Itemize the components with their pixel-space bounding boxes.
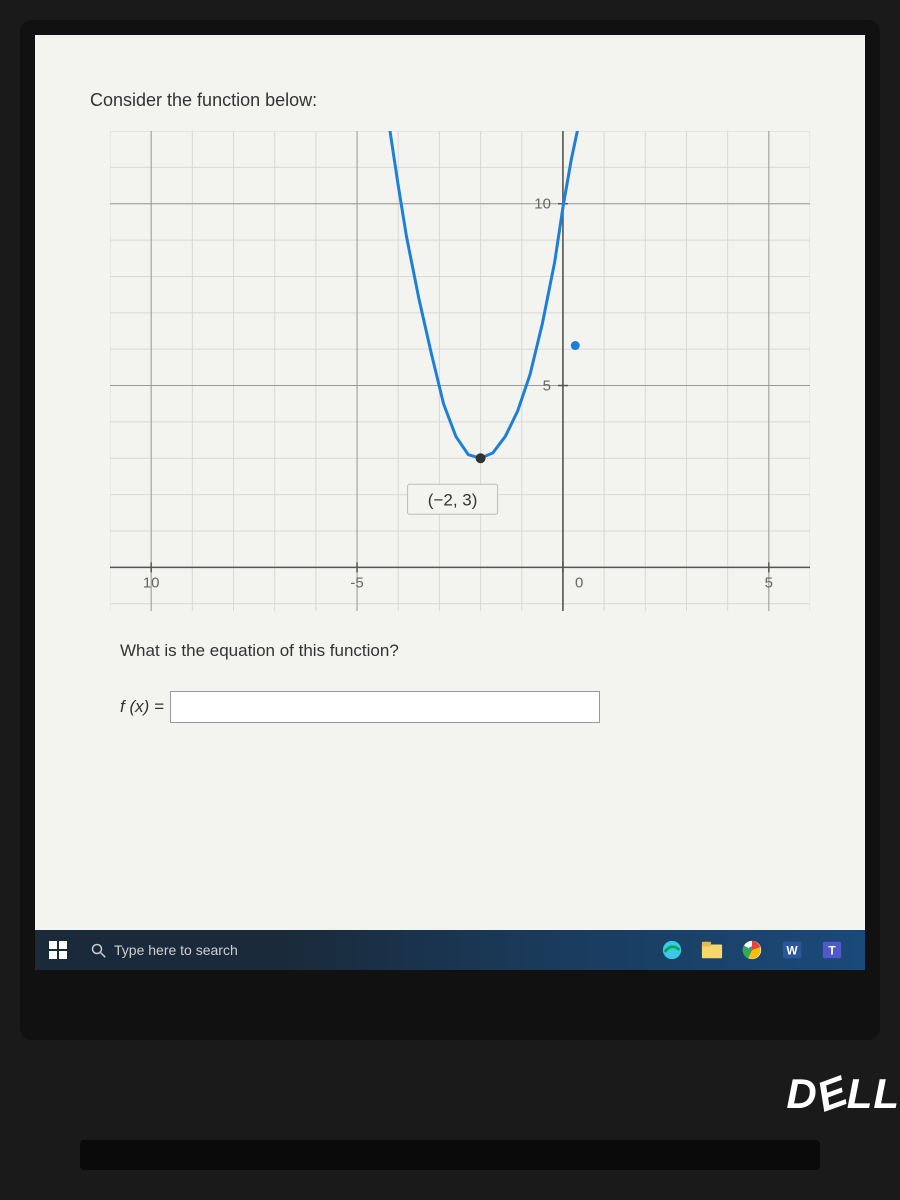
svg-text:-5: -5	[350, 574, 363, 591]
taskbar-icon-word[interactable]: W	[779, 937, 805, 963]
screen-area: Consider the function below: 10 -5 0 5 5 10 (−…	[35, 35, 865, 970]
taskbar: Type here to search W T	[35, 930, 865, 970]
svg-text:0: 0	[575, 574, 583, 591]
svg-text:T: T	[828, 944, 836, 958]
answer-row: f (x) =	[120, 691, 865, 723]
problem-title: Consider the function below:	[90, 90, 865, 111]
answer-label: f (x) =	[120, 697, 164, 717]
taskbar-icon-edge[interactable]	[659, 937, 685, 963]
keyboard-strip	[80, 1140, 820, 1170]
answer-input[interactable]	[170, 691, 600, 723]
svg-text:10: 10	[534, 196, 551, 213]
taskbar-icon-file-explorer[interactable]	[699, 937, 725, 963]
svg-text:W: W	[786, 944, 798, 958]
svg-text:5: 5	[765, 574, 773, 591]
search-icon	[91, 943, 106, 958]
svg-text:10: 10	[143, 574, 160, 591]
taskbar-icon-chrome[interactable]	[739, 937, 765, 963]
graph-svg: 10 -5 0 5 5 10 (−2, 3)	[110, 131, 810, 611]
laptop-bezel: Consider the function below: 10 -5 0 5 5 10 (−…	[20, 20, 880, 1040]
taskbar-icon-teams[interactable]: T	[819, 937, 845, 963]
function-graph: 10 -5 0 5 5 10 (−2, 3)	[110, 131, 810, 611]
brand-logo: DELL	[786, 1070, 900, 1118]
question-text: What is the equation of this function?	[120, 641, 865, 661]
taskbar-search-placeholder: Type here to search	[114, 942, 238, 958]
taskbar-search[interactable]: Type here to search	[81, 930, 381, 970]
svg-text:5: 5	[543, 378, 551, 395]
windows-icon	[49, 941, 67, 959]
taskbar-pinned-icons: W T	[659, 937, 845, 963]
start-button[interactable]	[35, 930, 81, 970]
svg-text:(−2, 3): (−2, 3)	[428, 490, 478, 509]
problem-content: Consider the function below: 10 -5 0 5 5 10 (−…	[90, 90, 865, 930]
